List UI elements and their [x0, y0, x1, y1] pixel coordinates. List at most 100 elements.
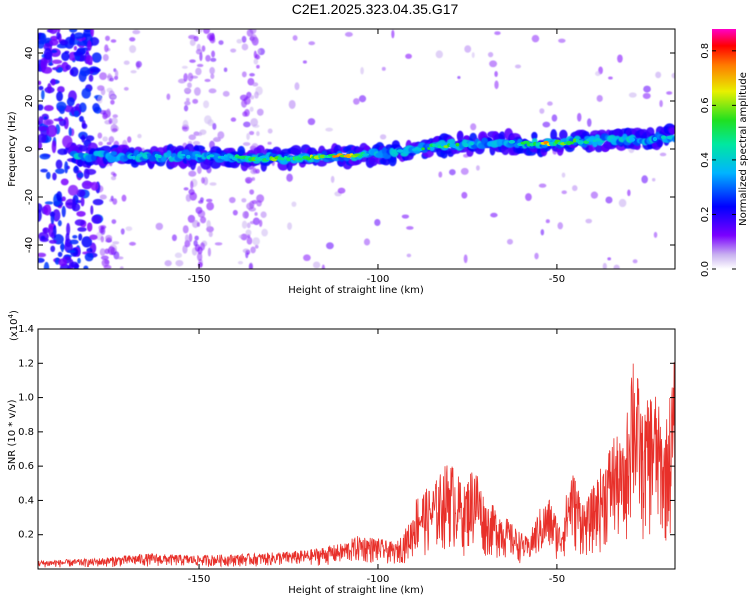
spectrogram-blob-608	[175, 259, 184, 267]
spectrogram-blob-134	[531, 34, 540, 43]
spectrogram-blob-633	[449, 169, 456, 176]
spectrogram-blob-238	[70, 66, 79, 77]
spectrogram-blob-641	[85, 55, 93, 65]
spectrogram-ytick-label-1: -20	[24, 189, 35, 205]
spectrogram-blob-454	[321, 264, 325, 269]
spectrogram-blob-408	[312, 261, 321, 269]
spectrogram-blob-66	[72, 234, 78, 239]
spectrogram-blob-891	[456, 130, 464, 143]
spectrogram-blob-125	[109, 77, 114, 82]
spectrogram-blob-64	[292, 35, 298, 41]
spectrogram-blob-1265	[128, 155, 134, 159]
spectrogram-blob-1039	[107, 155, 116, 163]
spectrogram-blob-306	[489, 60, 498, 68]
spectrogram-blob-213	[494, 70, 498, 78]
spectrogram-blob-374	[435, 50, 443, 59]
spectrogram-blob-591	[66, 97, 75, 107]
spectrogram-blob-136	[189, 39, 196, 46]
spectrogram-blob-495	[108, 118, 113, 125]
spectrogram-blob-629	[66, 249, 76, 253]
spectrogram-blob-327	[261, 228, 268, 237]
spectrogram-blob-145	[182, 119, 189, 129]
spectrogram-blob-313	[203, 29, 210, 35]
spectrogram-blob-230	[43, 105, 54, 112]
spectrogram-blob-402	[618, 198, 627, 208]
spectrogram-blob-200	[155, 222, 164, 231]
spectrogram-blob-99	[651, 178, 656, 182]
spectrogram-ytick-label-3: 20	[24, 95, 35, 108]
spectrogram-blob-582	[545, 219, 550, 224]
spectrogram-blob-176	[106, 75, 113, 79]
spectrogram-blob-411	[577, 112, 582, 122]
snr-ytick-label-5: 1.2	[18, 358, 34, 369]
spectrogram-blob-249	[90, 67, 101, 73]
spectrogram-blob-70	[627, 189, 631, 197]
spectrogram-blob-72	[325, 127, 333, 132]
spectrogram-blob-578	[246, 222, 251, 229]
spectrogram-blob-510	[111, 128, 118, 132]
spectrogram-blob-202	[48, 29, 58, 35]
spectrogram-blob-1375	[629, 137, 636, 142]
spectrogram-blob-459	[585, 218, 593, 224]
spectrogram-blob-20	[249, 189, 255, 195]
spectrogram-blob-368	[506, 238, 513, 245]
spectrogram-blob-766	[256, 145, 265, 156]
spectrogram-blob-1279	[223, 154, 228, 158]
spectrogram-blob-342	[641, 175, 648, 184]
spectrogram-blob-530	[38, 133, 47, 144]
spectrogram-blob-755	[237, 145, 246, 157]
spectrogram-blob-447	[61, 196, 66, 202]
spectrogram-blob-183	[38, 252, 47, 258]
spectrogram-blob-112	[406, 226, 414, 230]
spectrogram-blob-253	[111, 117, 118, 125]
spectrogram-blob-1272	[186, 154, 191, 159]
spectrogram-blob-1301	[289, 156, 294, 160]
spectrogram-blob-490	[249, 221, 255, 225]
spectrogram-blob-53	[245, 229, 252, 236]
spectrogram-blob-356	[363, 238, 371, 246]
spectrogram-blob-77	[230, 48, 237, 53]
spectrogram-blob-63	[76, 189, 86, 198]
spectrogram-blob-288	[90, 29, 94, 38]
spectrogram-blob-493	[253, 58, 259, 65]
spectrogram-blob-532	[204, 115, 212, 125]
spectrogram-blob-321	[61, 205, 66, 218]
spectrogram-blob-644	[58, 258, 68, 267]
spectrogram-blob-395	[107, 246, 115, 256]
spectrogram-blob-302	[659, 152, 667, 157]
spectrogram-blob-393	[97, 95, 103, 104]
colorbar-axes: 0.0 0.2 0.4 0.6 0.8	[700, 43, 736, 277]
spectrogram-blob-513	[119, 266, 124, 269]
spectrogram-blob-575	[208, 231, 213, 238]
spectrogram-blob-1307	[306, 156, 311, 161]
spectrogram-blob-1267	[137, 153, 143, 157]
spectrogram-blob-1376	[652, 136, 658, 142]
spectrogram-blob-417	[200, 216, 207, 224]
spectrogram-blob-648	[302, 60, 307, 64]
spectrogram-blob-462	[73, 51, 83, 57]
spectrogram-blob-93	[464, 45, 472, 53]
spectrogram-blob-508	[166, 93, 171, 100]
spectrogram-blob-421	[204, 78, 211, 83]
spectrogram-blob-620	[602, 262, 607, 269]
spectrogram-blob-516	[551, 114, 558, 122]
spectrogram-blob-579	[57, 29, 61, 33]
spectrogram-blob-1274	[197, 154, 203, 158]
spectrogram-blob-439	[330, 175, 335, 183]
spectrogram-blob-506	[514, 64, 522, 69]
spectrogram-blob-544	[171, 234, 177, 242]
spectrogram-blob-476	[57, 148, 68, 155]
spectrogram-blob-225	[45, 171, 51, 180]
spectrogram-blob-34	[461, 191, 468, 199]
spectrogram-blob-100	[121, 194, 127, 202]
spectrogram-blob-609	[74, 165, 78, 172]
spectrogram-blob-612	[117, 256, 124, 260]
spectrogram-blob-379	[60, 178, 69, 186]
spectrogram-blob-595	[457, 75, 461, 79]
colorbar: 0.0 0.2 0.4 0.6 0.8 Normalized spectral ampl…	[700, 29, 749, 277]
spectrogram-blob-1040	[110, 151, 118, 157]
spectrogram-blob-208	[525, 193, 532, 202]
spectrogram-blob-251	[223, 67, 228, 73]
spectrogram-blob-601	[242, 248, 250, 254]
spectrogram-blob-398	[187, 82, 192, 89]
